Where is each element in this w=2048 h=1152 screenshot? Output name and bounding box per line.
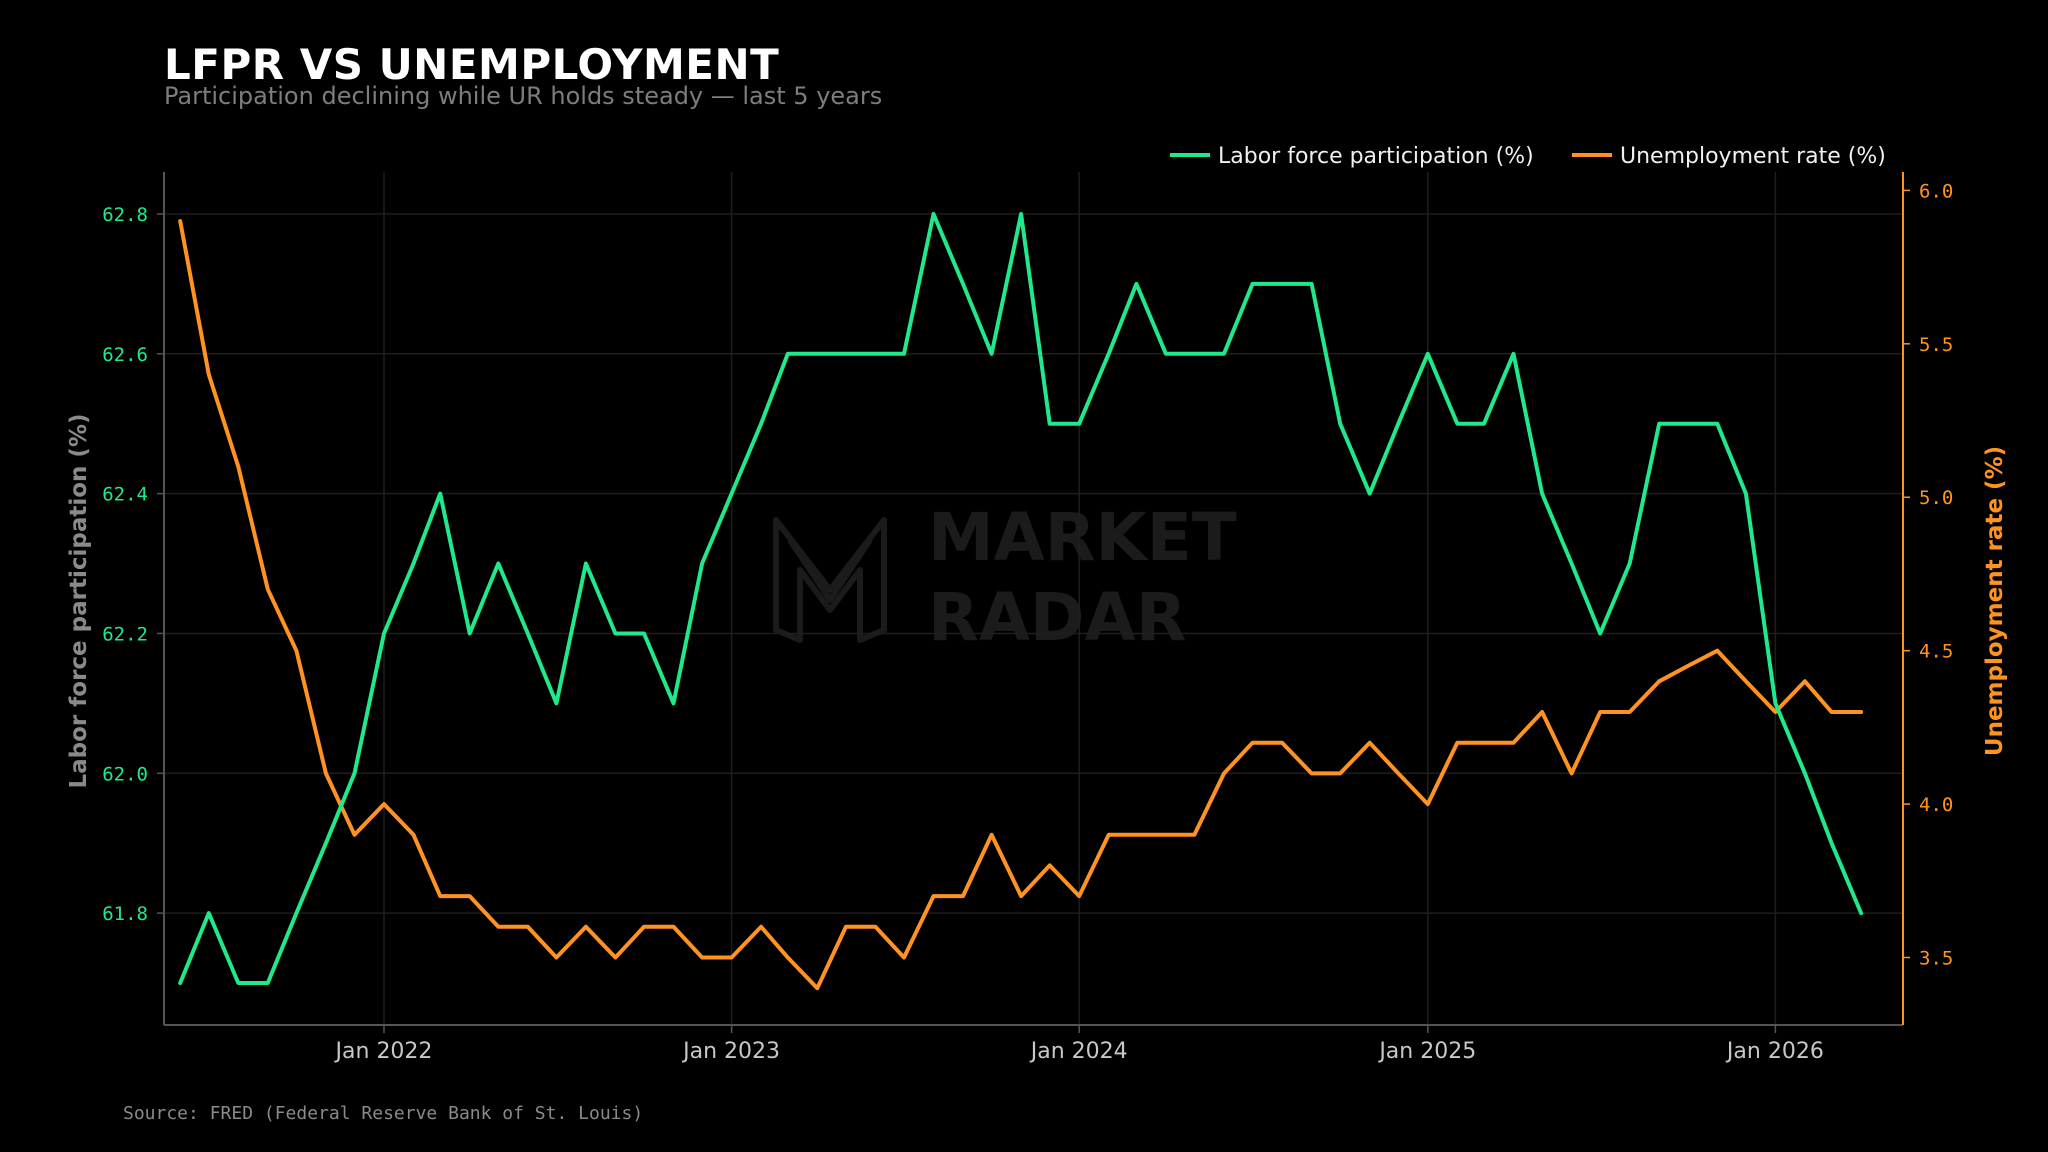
watermark: MARKET RADAR xyxy=(773,499,1237,656)
y-right-tick-label-2: 4.5 xyxy=(1919,641,1953,663)
y-left-tick-label-3: 62.4 xyxy=(102,484,148,506)
watermark-line2: RADAR xyxy=(928,579,1187,656)
axes: 61.8 62.0 62.2 62.4 62.6 62.8 3.5 4.0 4.5 5.0 5.5 6… xyxy=(102,172,1953,1064)
watermark-logo-icon xyxy=(773,517,887,643)
y-left-tick-label-0: 61.8 xyxy=(102,903,148,925)
chart-subtitle: Participation declining while UR holds s… xyxy=(164,82,883,110)
y-right-tick-label-4: 5.5 xyxy=(1919,334,1953,356)
source-note: Source: FRED (Federal Reserve Bank of St… xyxy=(123,1103,644,1124)
y-right-tick-label-1: 4.0 xyxy=(1919,794,1953,816)
x-tick-label-2: Jan 2024 xyxy=(1029,1039,1128,1064)
legend: Labor force participation (%) Unemployme… xyxy=(1170,144,1886,169)
y-left-tick-label-5: 62.8 xyxy=(102,204,148,226)
y-right-tick-label-3: 5.0 xyxy=(1919,487,1953,509)
watermark-line1: MARKET xyxy=(928,499,1237,576)
series-line-lfpr xyxy=(178,212,1864,985)
series-lines xyxy=(178,212,1864,991)
x-tick-label-3: Jan 2025 xyxy=(1377,1039,1476,1064)
y-left-tick-label-1: 62.0 xyxy=(102,763,148,785)
y-right-tick-label-5: 6.0 xyxy=(1919,180,1953,202)
y-axis-right-label: Unemployment rate (%) xyxy=(1982,446,2008,756)
x-tick-label-4: Jan 2026 xyxy=(1725,1039,1824,1064)
legend-label-lfpr: Labor force participation (%) xyxy=(1218,144,1534,169)
legend-label-unrate: Unemployment rate (%) xyxy=(1620,144,1886,169)
x-tick-label-0: Jan 2022 xyxy=(334,1039,433,1064)
x-tick-label-1: Jan 2023 xyxy=(681,1039,780,1064)
y-left-tick-label-4: 62.6 xyxy=(102,344,148,366)
series-line-unrate xyxy=(178,219,1864,991)
y-axis-left-label: Labor force participation (%) xyxy=(66,413,92,788)
chart-title: LFPR VS UNEMPLOYMENT xyxy=(164,40,780,89)
grid xyxy=(164,172,1903,1025)
y-left-tick-label-2: 62.2 xyxy=(102,623,148,645)
y-right-tick-label-0: 3.5 xyxy=(1919,947,1953,969)
